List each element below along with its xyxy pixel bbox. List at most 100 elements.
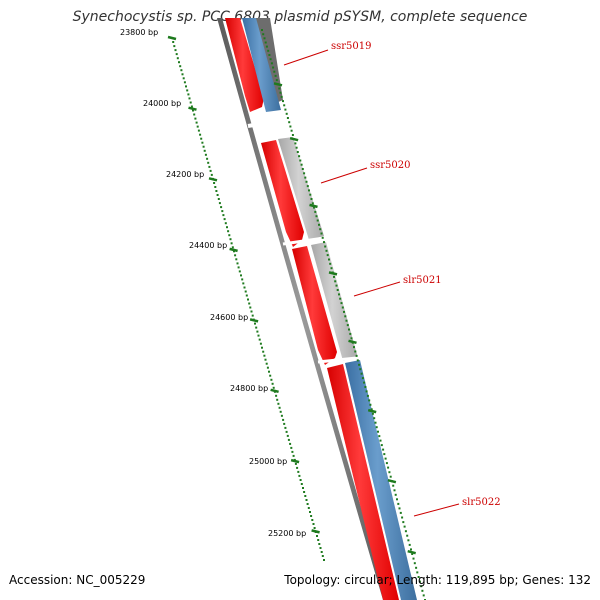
ruler-dot xyxy=(275,394,278,397)
ruler-dot xyxy=(255,326,258,329)
ruler-dot xyxy=(192,109,194,112)
ruler-dot xyxy=(344,315,347,318)
ruler-dot xyxy=(369,403,372,406)
ruler-dot xyxy=(338,293,340,296)
ruler-dot xyxy=(262,350,265,353)
ruler-dot xyxy=(371,412,374,415)
ruler-dot xyxy=(262,33,265,36)
backbone-arc xyxy=(217,18,388,600)
ruler-dot xyxy=(341,306,344,309)
ruler-dot xyxy=(392,484,395,487)
ruler-dot xyxy=(315,215,318,218)
ruler-dot xyxy=(343,310,345,313)
ruler-dot xyxy=(310,515,313,517)
ruler-dot xyxy=(300,483,303,485)
ruler-dot xyxy=(328,258,330,261)
ruler-dot xyxy=(377,430,379,433)
ruler-dot xyxy=(408,543,411,546)
tick-label: 24200 bp xyxy=(166,170,204,179)
ruler-dot xyxy=(299,479,302,481)
ruler-dot xyxy=(269,58,272,61)
ruler-dot xyxy=(175,53,178,56)
ruler-dot xyxy=(296,151,299,153)
gene-label-ssr5019[interactable]: ssr5019 xyxy=(331,41,372,52)
leader-line-ssr5020 xyxy=(320,167,368,184)
cds-arrow-2 xyxy=(261,140,304,247)
ruler-dot xyxy=(319,547,322,549)
ruler-dot xyxy=(203,149,206,152)
ruler-dot xyxy=(278,87,281,90)
gene-feature-slr5022[interactable] xyxy=(345,360,417,600)
ruler-dot xyxy=(353,346,355,349)
ruler-dot xyxy=(250,310,253,313)
ruler-dot xyxy=(402,521,405,524)
ruler-dot xyxy=(263,354,266,357)
ruler-dot xyxy=(276,398,279,401)
ruler-dot xyxy=(290,446,293,449)
ruler-dot xyxy=(325,249,328,252)
ruler-dot xyxy=(221,210,224,213)
segment-gap-3 xyxy=(317,355,367,364)
ruler-dot xyxy=(355,354,358,357)
ruler-dot xyxy=(241,278,244,281)
ruler-dot xyxy=(180,69,183,72)
ruler-dot xyxy=(185,85,187,88)
ruler-dot xyxy=(271,382,274,385)
ruler-dot xyxy=(226,226,228,229)
ruler-dot xyxy=(290,129,293,132)
ruler-dot xyxy=(278,406,281,409)
ruler-dot xyxy=(305,180,308,183)
ruler-dot xyxy=(416,571,419,574)
ruler-dot xyxy=(272,66,275,69)
gene-feature-ssr5019[interactable] xyxy=(242,18,281,112)
cds-arrow-4 xyxy=(327,364,399,600)
ruler-dot xyxy=(267,49,270,52)
tick-label: 23800 bp xyxy=(120,28,158,37)
ruler-dot xyxy=(308,189,310,192)
ruler-major-tick xyxy=(367,408,377,414)
ruler-dot xyxy=(311,519,314,521)
ruler-dot xyxy=(289,125,292,128)
ruler-dot xyxy=(236,262,239,265)
ruler-major-tick xyxy=(309,203,318,209)
ruler-dot xyxy=(335,284,338,287)
ruler-dot xyxy=(321,555,324,557)
ruler-dot xyxy=(209,169,212,172)
ruler-dot xyxy=(256,330,259,333)
ruler-dot xyxy=(385,462,388,465)
ruler-dot xyxy=(216,194,219,196)
gene-label-slr5021[interactable]: slr5021 xyxy=(403,275,442,286)
ruler-dot xyxy=(229,238,232,241)
ruler-dot xyxy=(410,548,412,551)
gene-label-ssr5020[interactable]: ssr5020 xyxy=(370,160,411,171)
ruler-dot xyxy=(383,453,386,456)
gene-feature-ssr5020[interactable] xyxy=(278,137,324,240)
ruler-major-tick xyxy=(167,35,177,41)
ruler-dot xyxy=(368,399,371,402)
gene-label-slr5022[interactable]: slr5022 xyxy=(462,497,501,508)
ruler-major-tick xyxy=(188,106,197,111)
ruler-dot xyxy=(336,289,339,291)
ruler-dot xyxy=(279,410,282,413)
ruler-dot xyxy=(234,254,237,257)
ruler-dot xyxy=(186,89,189,92)
ruler-dot xyxy=(214,186,217,188)
ruler-dot xyxy=(333,275,335,278)
ruler-dot xyxy=(316,535,318,537)
ruler-dot xyxy=(319,228,322,231)
ruler-dot xyxy=(420,585,423,588)
ruler-dot xyxy=(317,539,320,541)
ruler-dot xyxy=(238,270,241,273)
ruler-dot xyxy=(399,511,402,514)
ruler-dot xyxy=(298,474,301,477)
ruler-dot xyxy=(318,543,321,545)
ruler-dot xyxy=(292,454,295,457)
gene-feature-slr5021[interactable] xyxy=(311,242,358,361)
ruler-major-tick xyxy=(407,549,417,555)
ruler-dot xyxy=(323,241,325,244)
ruler-dot xyxy=(173,45,176,48)
ruler-dot xyxy=(223,218,226,221)
ruler-dot xyxy=(182,77,185,80)
ruler-dot xyxy=(370,408,373,411)
